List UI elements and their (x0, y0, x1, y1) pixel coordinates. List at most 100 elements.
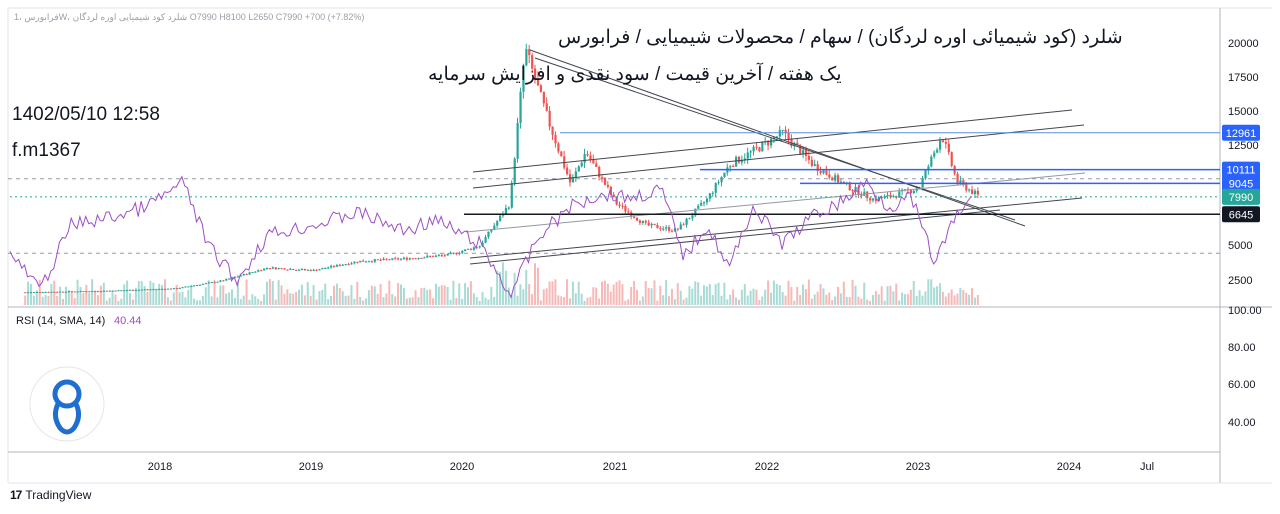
volume-bar (554, 279, 557, 305)
rsi-legend-label[interactable]: RSI (14, SMA, 14) (16, 315, 105, 327)
candle-body (324, 268, 327, 270)
candle-body (184, 286, 187, 288)
volume-bar (184, 297, 187, 305)
volume-bar (857, 296, 860, 305)
volume-bar (219, 285, 222, 305)
title-line-1: شلرد (کود شیمیائی اوره لردگان) / سهام / … (558, 25, 1123, 48)
volume-bar (633, 281, 636, 305)
volume-bar (274, 299, 277, 305)
volume-bar (277, 280, 280, 305)
volume-bar (746, 295, 749, 305)
volume-bar (62, 299, 65, 305)
volume-bar (446, 286, 449, 305)
time-label: 2021 (603, 461, 627, 473)
candle-body (665, 227, 668, 229)
volume-bar (749, 290, 752, 305)
volume-bar (729, 294, 732, 305)
volume-bar (359, 296, 362, 305)
trend-line (529, 49, 1026, 227)
candle-body (973, 190, 977, 195)
candle-body (915, 189, 918, 191)
volume-bar (962, 290, 965, 305)
volume-bar (432, 298, 435, 305)
candle-body (108, 290, 111, 292)
candle-body (365, 261, 368, 263)
candle-body (356, 261, 359, 263)
volume-bar (53, 280, 56, 305)
volume-bar (548, 281, 551, 305)
volume-bar (469, 281, 472, 305)
candle-body (927, 166, 930, 171)
volume-bar (516, 295, 519, 305)
candle-body (254, 271, 257, 273)
time-label: 2022 (755, 461, 779, 473)
rsi-axis[interactable]: 100.00 80.00 60.00 40.00 (1228, 305, 1262, 429)
candle-body (420, 257, 423, 259)
volume-bar (635, 289, 638, 305)
volume-bar (464, 283, 467, 305)
volume-bar (802, 284, 805, 305)
volume-bar (251, 294, 254, 305)
volume-bar (542, 289, 545, 305)
time-axis[interactable]: 2018 2019 2020 2021 2022 2023 2024 Jul (148, 461, 1154, 473)
candle-body (242, 273, 245, 276)
volume-bar (169, 300, 172, 305)
volume-bar (260, 300, 263, 305)
candle-body (402, 257, 406, 259)
candle-body (137, 289, 140, 291)
volume-bar (965, 292, 968, 305)
volume-bar (402, 287, 405, 305)
candle-body (854, 186, 857, 191)
candle-body (353, 261, 356, 264)
candle-body (723, 172, 726, 178)
candle-body (461, 251, 464, 253)
candle-body (947, 143, 950, 153)
tradingview-brand[interactable]: 17 TradingView (10, 488, 91, 502)
volume-bar (764, 289, 767, 305)
candle-body (563, 156, 566, 168)
candle-body (327, 267, 330, 269)
volume-bar (638, 300, 641, 305)
candle-body (280, 268, 283, 270)
horizontal-levels[interactable] (10, 132, 1220, 216)
volume-bar (851, 279, 854, 305)
candle-body (300, 268, 304, 270)
price-badge-label: 9045 (1229, 178, 1253, 190)
volume-bar (831, 300, 834, 305)
volume-bar (784, 295, 787, 305)
volume-bar (318, 291, 321, 305)
candle-body (688, 218, 691, 220)
candle-body (161, 288, 164, 290)
candle-body (91, 291, 94, 293)
volume-bar (513, 272, 516, 305)
volume-bar (379, 284, 382, 305)
candle-body (187, 286, 190, 288)
candle-body (414, 258, 417, 260)
volume-bar (129, 293, 132, 305)
candle-body (659, 228, 662, 230)
candle-body (525, 49, 528, 66)
volume-bar (947, 292, 950, 305)
volume-bar (825, 294, 828, 305)
volume-bar (799, 295, 802, 305)
candle-body (172, 288, 175, 290)
volume-bar (99, 285, 102, 305)
volume-bar (88, 293, 91, 305)
candle-body (303, 268, 307, 270)
volume-bar (216, 297, 219, 305)
rsi-tick: 100.00 (1228, 305, 1262, 317)
candle-body (787, 132, 790, 140)
candle-body (129, 289, 132, 291)
candle-body (96, 291, 100, 293)
candle-body (62, 291, 65, 293)
trendline-drawings[interactable] (465, 49, 1086, 265)
volume-bar (839, 293, 842, 305)
volume-bar (472, 293, 475, 305)
candle-body (274, 267, 277, 270)
candle-body (513, 158, 516, 183)
volume-bar (370, 285, 373, 305)
candle-body (193, 285, 196, 287)
candle-body (228, 278, 231, 280)
